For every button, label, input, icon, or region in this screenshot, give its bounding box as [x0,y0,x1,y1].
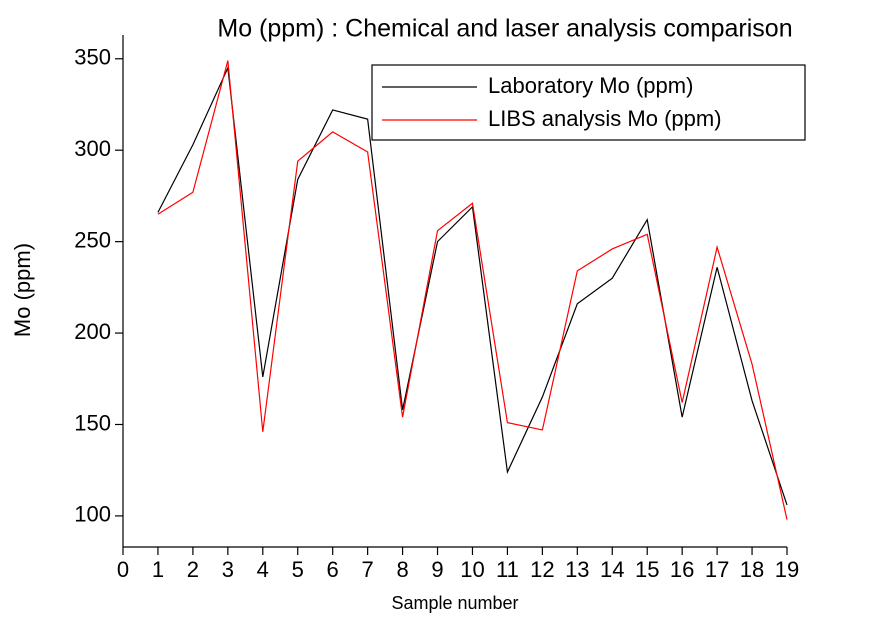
y-tick-label: 150 [74,410,111,435]
x-tick-label: 5 [292,557,304,582]
x-tick-label: 9 [431,557,443,582]
legend-label: Laboratory Mo (ppm) [488,73,693,98]
y-axis-label: Mo (ppm) [10,243,35,337]
y-tick-label: 250 [74,227,111,252]
legend-box [371,64,806,141]
y-tick-label: 200 [74,319,111,344]
data-line [157,60,788,520]
x-tick-label: 14 [600,557,624,582]
x-tick-label: 15 [635,557,659,582]
y-tick-label: 100 [74,502,111,527]
x-tick-label: 0 [117,557,129,582]
legend-label: LIBS analysis Mo (ppm) [488,106,722,131]
x-axis-label: Sample number [391,593,518,613]
x-tick-label: 13 [565,557,589,582]
x-tick-label: 19 [775,557,799,582]
y-tick-label: 300 [74,136,111,161]
chart-title: Mo (ppm) : Chemical and laser analysis c… [217,15,792,43]
x-tick-label: 11 [496,557,519,582]
x-tick-label: 18 [740,557,764,582]
x-tick-label: 16 [670,557,694,582]
x-tick-label: 12 [530,557,554,582]
x-tick-label: 17 [705,557,729,582]
x-tick-label: 1 [152,557,164,582]
x-tick-label: 6 [327,557,339,582]
x-tick-label: 4 [257,557,269,582]
x-tick-label: 7 [362,557,374,582]
x-tick-label: 2 [187,557,199,582]
x-tick-label: 8 [396,557,408,582]
y-tick-label: 350 [74,45,111,70]
legend: Laboratory Mo (ppm) LIBS analysis Mo (ppm… [371,64,806,141]
x-tick-label: 3 [222,557,234,582]
x-tick-label: 10 [460,557,484,582]
